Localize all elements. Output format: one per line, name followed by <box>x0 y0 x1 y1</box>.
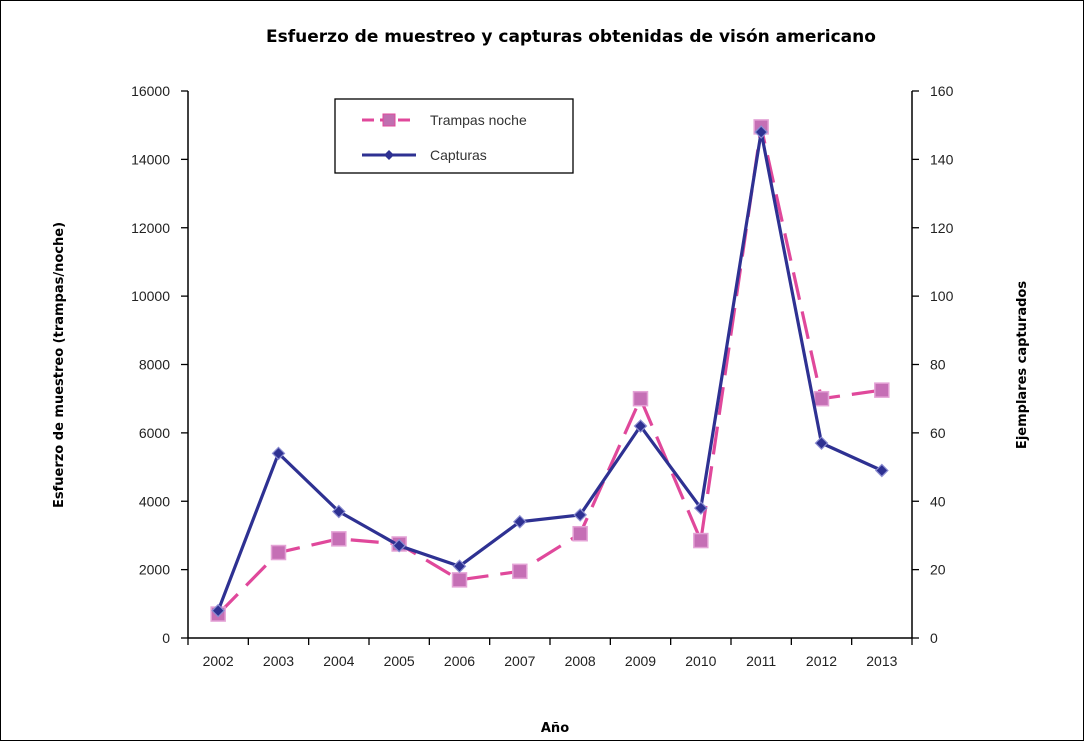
legend-label-capturas: Capturas <box>430 147 487 163</box>
x-tick-label: 2011 <box>746 653 776 669</box>
series-line <box>217 125 883 616</box>
x-tick-label: 2009 <box>625 653 656 669</box>
series-line <box>216 130 883 612</box>
data-point <box>814 436 829 450</box>
right-tick-label: 20 <box>930 562 946 578</box>
right-tick-label: 160 <box>930 83 954 99</box>
right-tick-label: 80 <box>930 357 946 373</box>
data-point <box>572 525 588 542</box>
left-tick-label: 6000 <box>139 425 170 441</box>
left-tick-label: 2000 <box>139 562 170 578</box>
left-tick-label: 16000 <box>131 83 170 99</box>
x-tick-label: 2013 <box>866 653 897 669</box>
left-tick-label: 12000 <box>131 220 170 236</box>
data-point <box>392 538 407 553</box>
left-tick-label: 8000 <box>139 357 170 373</box>
left-tick-label: 10000 <box>131 288 170 304</box>
data-point <box>271 446 286 461</box>
data-point <box>512 514 527 529</box>
x-tick-label: 2010 <box>685 653 716 669</box>
right-tick-label: 100 <box>930 288 954 304</box>
data-point <box>813 390 830 407</box>
x-tick-label: 2004 <box>323 653 354 669</box>
x-tick-label: 2007 <box>504 653 535 669</box>
legend-box <box>334 98 574 174</box>
data-point <box>874 463 889 478</box>
data-point <box>211 603 226 618</box>
data-point <box>331 531 347 547</box>
data-point <box>874 382 890 398</box>
legend-label-trampas: Trampas noche <box>430 112 527 128</box>
left-y-ticks: 0 2000 4000 6000 8000 10000 12000 14000 16000 <box>131 83 188 646</box>
data-point <box>573 508 588 522</box>
data-point <box>693 532 709 549</box>
left-tick-label: 0 <box>162 630 170 646</box>
x-tick-label: 2002 <box>203 653 234 669</box>
right-y-axis-label: Ejemplares capturados <box>1015 281 1030 449</box>
legend-marker-trampas <box>382 113 396 127</box>
series-layer <box>210 119 890 622</box>
right-tick-label: 140 <box>930 151 954 167</box>
data-point <box>633 419 648 433</box>
x-tick-label: 2003 <box>263 653 294 669</box>
right-tick-label: 0 <box>930 630 938 646</box>
data-point <box>270 544 287 561</box>
data-point <box>452 559 467 574</box>
x-tick-label: 2006 <box>444 653 475 669</box>
x-ticks: 2002 2003 2004 2005 2006 2007 2008 2009 2010 2011… <box>187 638 913 669</box>
series-trampas-noche <box>210 119 890 622</box>
right-tick-label: 120 <box>930 220 954 236</box>
data-point <box>331 504 346 519</box>
x-tick-label: 2012 <box>806 653 837 669</box>
x-axis-label: Año <box>541 721 569 736</box>
x-tick-label: 2005 <box>384 653 415 669</box>
right-tick-label: 60 <box>930 425 946 441</box>
legend-marker-capturas <box>384 150 394 160</box>
left-tick-label: 14000 <box>131 151 170 167</box>
chart-title: Esfuerzo de muestreo y capturas obtenida… <box>266 27 876 47</box>
x-tick-label: 2008 <box>565 653 596 669</box>
left-tick-label: 4000 <box>139 493 170 509</box>
left-y-axis-label: Esfuerzo de muestreo (trampas/noche) <box>52 222 67 508</box>
series-capturas <box>211 125 889 618</box>
data-point <box>632 390 649 407</box>
legend: Trampas noche Capturas <box>334 98 574 174</box>
right-y-ticks: 0 20 40 60 80 100 120 140 160 <box>912 83 954 646</box>
data-point <box>693 501 708 515</box>
right-tick-label: 40 <box>930 493 946 509</box>
data-point <box>754 125 769 139</box>
data-point <box>451 572 468 588</box>
data-point <box>512 563 528 580</box>
